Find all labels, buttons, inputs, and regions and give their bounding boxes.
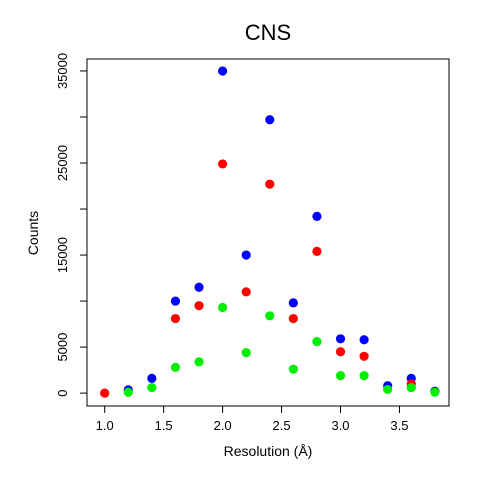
data-point-series-3 [383, 384, 393, 395]
data-point-series-3 [123, 387, 133, 397]
data-point-series-1 [335, 334, 346, 344]
data-point-series-3 [359, 371, 369, 381]
x-tick-label: 3.5 [390, 418, 408, 433]
data-point-series-3 [406, 382, 416, 393]
x-axis-label: Resolution (Å) [224, 443, 313, 459]
y-tick-label: 5000 [55, 333, 70, 362]
data-point-series-1 [147, 373, 157, 383]
x-tick-label: 2.0 [214, 418, 232, 433]
data-point-series-3 [288, 364, 298, 374]
x-tick-label: 1.0 [96, 418, 114, 433]
axes-layer: 1.0 1.5 2.0 2.5 3.0 3.5 0 5000 15000 25000 35000 [55, 53, 450, 433]
data-point-series-3 [170, 362, 181, 372]
x-tick-label: 3.0 [331, 418, 349, 433]
data-point-series-3 [147, 382, 157, 393]
data-point-series-3 [194, 357, 204, 367]
data-point-series-1 [359, 335, 369, 345]
data-point-series-2 [170, 313, 181, 324]
chart-title: CNS [245, 20, 291, 45]
data-point-series-1 [218, 66, 228, 76]
data-point-series-2 [359, 351, 369, 361]
points-layer [100, 66, 440, 398]
plot-frame [86, 58, 450, 407]
data-point-series-2 [335, 347, 346, 357]
y-tick-label: 25000 [55, 145, 70, 181]
data-point-series-1 [265, 115, 275, 125]
data-point-series-1 [312, 211, 322, 221]
x-tick-label: 1.5 [155, 418, 173, 433]
data-point-series-3 [335, 371, 346, 381]
data-point-series-1 [170, 296, 181, 306]
data-point-series-3 [312, 336, 322, 347]
data-point-series-1 [288, 298, 298, 308]
data-point-series-3 [265, 311, 275, 321]
y-tick-label: 35000 [55, 53, 70, 89]
data-point-series-3 [241, 348, 251, 358]
data-point-series-3 [430, 387, 440, 397]
data-point-series-2 [241, 287, 251, 297]
y-tick-label: 0 [55, 389, 70, 396]
y-tick-label: 15000 [55, 237, 70, 273]
data-point-series-2 [265, 179, 275, 189]
x-tick-label: 2.5 [273, 418, 291, 433]
data-point-series-1 [194, 282, 204, 292]
data-point-series-2 [194, 301, 204, 311]
data-point-series-2 [288, 313, 298, 324]
data-point-series-2 [100, 388, 110, 398]
data-point-series-2 [312, 246, 322, 256]
data-point-series-1 [241, 250, 251, 260]
y-axis-label: Counts [25, 211, 41, 255]
data-point-series-2 [218, 159, 228, 169]
data-point-series-3 [218, 302, 228, 313]
